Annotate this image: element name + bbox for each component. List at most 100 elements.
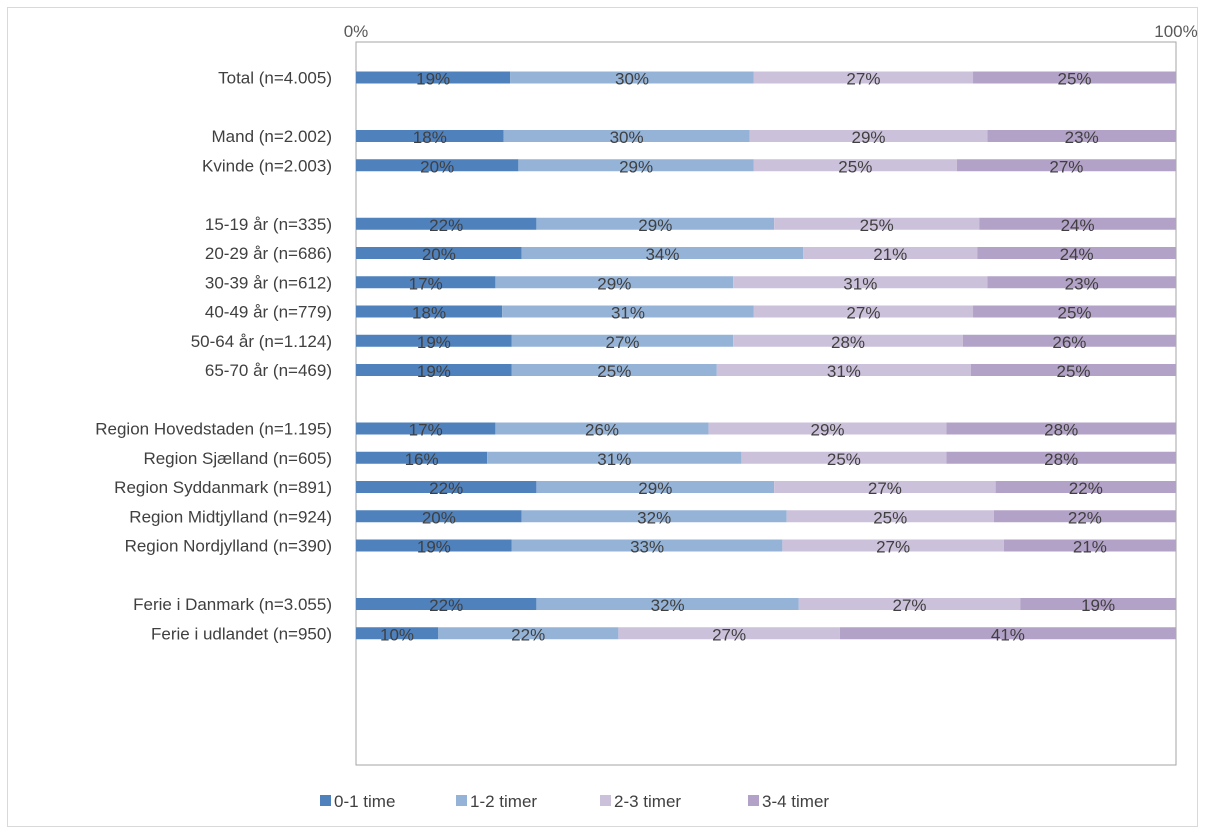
bar-segment <box>502 305 754 318</box>
bar-segment <box>973 305 1176 318</box>
legend-entry: 0-1 time <box>334 792 395 811</box>
bar-segment <box>956 159 1176 172</box>
bar-segment <box>356 159 519 172</box>
legend-swatch <box>600 795 611 806</box>
bar-segment <box>1003 539 1176 552</box>
bar-segment <box>356 276 496 289</box>
bar-segment <box>786 510 994 523</box>
data-label: 22% <box>429 479 463 498</box>
bar-segment <box>356 510 522 523</box>
data-label: 32% <box>637 508 671 527</box>
bar-segment <box>995 481 1176 493</box>
bar-segment <box>798 598 1021 610</box>
bar-segment <box>774 481 996 493</box>
legend-entry: 3-4 timer <box>762 792 829 811</box>
bar-segment <box>356 364 512 376</box>
bar-segment <box>839 627 1176 640</box>
bar-segment <box>518 159 754 172</box>
data-label: 23% <box>1065 128 1099 147</box>
category-label: Region Nordjylland (n=390) <box>125 537 332 556</box>
data-label: 28% <box>1044 421 1078 440</box>
bar-segment <box>356 422 496 435</box>
bar-segment <box>356 130 504 142</box>
bar-segment <box>749 130 988 142</box>
data-label: 19% <box>1081 596 1115 615</box>
data-label: 27% <box>1049 157 1083 176</box>
data-label: 29% <box>810 421 844 440</box>
category-label: 40-49 år (n=779) <box>205 303 332 322</box>
bar-segment <box>733 334 963 347</box>
bar-segment <box>618 627 840 640</box>
data-label: 31% <box>843 274 877 293</box>
data-label: 25% <box>873 508 907 527</box>
data-label: 28% <box>1044 450 1078 469</box>
bar-segment <box>753 71 974 84</box>
bar-segment <box>536 481 775 493</box>
bar-segment <box>356 481 537 493</box>
data-label: 18% <box>413 128 447 147</box>
data-label: 25% <box>1056 362 1090 381</box>
data-label: 24% <box>1061 216 1095 235</box>
data-label: 25% <box>827 450 861 469</box>
bar-segment <box>753 159 957 172</box>
legend-entry: 1-2 timer <box>470 792 537 811</box>
data-label: 19% <box>417 538 451 557</box>
bar-segment <box>356 71 511 84</box>
data-label: 22% <box>429 216 463 235</box>
bar-segment <box>356 539 512 552</box>
data-label: 29% <box>638 479 672 498</box>
legend-swatch <box>320 795 331 806</box>
bar-segment <box>356 627 438 640</box>
bar-segment <box>356 598 537 610</box>
category-label: Total (n=4.005) <box>218 69 332 88</box>
bar-segment <box>708 422 947 435</box>
bar-segment <box>356 217 537 230</box>
bar-segment <box>503 130 750 142</box>
bar-segment <box>716 364 971 376</box>
legend-entry: 2-3 timer <box>614 792 681 811</box>
legend-swatch <box>748 795 759 806</box>
bar-segment <box>356 451 488 464</box>
data-label: 23% <box>1065 274 1099 293</box>
data-label: 25% <box>860 216 894 235</box>
data-label: 27% <box>892 596 926 615</box>
data-label: 27% <box>712 625 746 644</box>
data-label: 28% <box>831 333 865 352</box>
bar-segment <box>971 364 1176 376</box>
category-label: 15-19 år (n=335) <box>205 215 332 234</box>
bar-segment <box>511 364 717 376</box>
data-label: 25% <box>597 362 631 381</box>
bar-segment <box>741 451 947 464</box>
bar-segment <box>987 276 1176 289</box>
data-label: 22% <box>511 625 545 644</box>
bar-segment <box>510 71 754 84</box>
category-label: Region Syddanmark (n=891) <box>114 478 332 497</box>
bar-segment <box>987 130 1176 142</box>
bar-segment <box>356 334 512 347</box>
category-label: 65-70 år (n=469) <box>205 361 332 380</box>
data-label: 33% <box>630 538 664 557</box>
data-label: 29% <box>851 128 885 147</box>
bar-segment <box>356 305 503 318</box>
bar-segment <box>979 217 1176 230</box>
category-label: Region Sjælland (n=605) <box>143 449 332 468</box>
data-label: 29% <box>619 157 653 176</box>
category-label: Region Hovedstaden (n=1.195) <box>95 420 332 439</box>
bar-segment <box>782 539 1004 552</box>
category-label: 50-64 år (n=1.124) <box>191 332 332 351</box>
bar-segment <box>993 510 1176 523</box>
data-label: 27% <box>846 70 880 89</box>
plot-area-border <box>355 41 1177 766</box>
data-label: 27% <box>876 538 910 557</box>
bar-segment <box>536 598 799 610</box>
data-label: 41% <box>991 625 1025 644</box>
category-label: Ferie i Danmark (n=3.055) <box>133 595 332 614</box>
bar-segment <box>495 276 734 289</box>
data-label: 19% <box>417 362 451 381</box>
bar-segment <box>521 247 804 259</box>
data-label: 31% <box>827 362 861 381</box>
bar-segment <box>356 247 522 259</box>
data-label: 29% <box>597 274 631 293</box>
data-label: 19% <box>416 70 450 89</box>
bar-segment <box>774 217 980 230</box>
